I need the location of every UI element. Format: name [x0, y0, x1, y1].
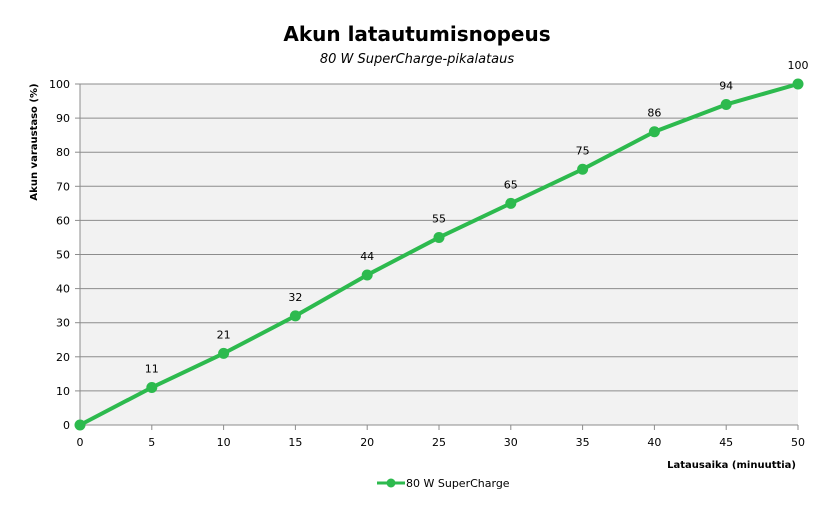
x-tick-label: 10	[217, 436, 231, 449]
y-tick-label: 80	[56, 146, 70, 159]
x-tick-label: 40	[647, 436, 661, 449]
y-tick-label: 50	[56, 249, 70, 262]
y-axis-title: Akun varaustaso (%)	[29, 83, 40, 200]
y-tick-label: 90	[56, 112, 70, 125]
legend-label: 80 W SuperCharge	[406, 477, 510, 490]
data-point	[720, 98, 732, 110]
y-tick-label: 60	[56, 214, 70, 227]
data-label: 55	[432, 212, 446, 225]
data-point	[218, 347, 230, 359]
chart-subtitle: 80 W SuperCharge-pikalataus	[320, 52, 515, 67]
data-label: 11	[145, 362, 159, 375]
data-label: 21	[217, 328, 231, 341]
data-point	[433, 231, 445, 243]
data-label: 86	[647, 107, 661, 120]
y-tick-label: 100	[49, 78, 70, 91]
legend-swatch-marker	[386, 478, 396, 488]
x-tick-label: 20	[360, 436, 374, 449]
data-point	[648, 126, 660, 138]
data-label: 65	[504, 178, 518, 191]
x-tick-label: 30	[504, 436, 518, 449]
data-point	[361, 269, 373, 281]
data-label: 100	[788, 59, 809, 72]
x-tick-label: 0	[77, 436, 84, 449]
data-point	[289, 310, 301, 322]
y-tick-label: 30	[56, 317, 70, 330]
data-label: 75	[576, 144, 590, 157]
x-tick-label: 25	[432, 436, 446, 449]
y-tick-label: 0	[63, 419, 70, 432]
x-tick-label: 5	[148, 436, 155, 449]
data-point	[74, 419, 86, 431]
x-tick-label: 50	[791, 436, 805, 449]
data-point	[146, 381, 158, 393]
y-tick-label: 40	[56, 283, 70, 296]
data-label: 32	[288, 291, 302, 304]
data-point	[505, 197, 517, 209]
y-tick-label: 10	[56, 385, 70, 398]
y-tick-label: 70	[56, 180, 70, 193]
legend: 80 W SuperCharge	[377, 477, 510, 490]
x-tick-label: 15	[288, 436, 302, 449]
data-label: 94	[719, 79, 733, 92]
chart-title: Akun latautumisnopeus	[283, 22, 550, 46]
x-tick-label: 35	[576, 436, 590, 449]
x-axis-title: Latausaika (minuuttia)	[667, 460, 796, 471]
data-point	[577, 163, 589, 175]
y-tick-label: 20	[56, 351, 70, 364]
x-tick-label: 45	[719, 436, 733, 449]
plot-area: 0 10 20 30 40 50 60 70 80 90 100 0 5 10 15 20 25 30 35 40 45…	[49, 59, 809, 449]
data-point	[792, 78, 804, 90]
data-label: 44	[360, 250, 374, 263]
